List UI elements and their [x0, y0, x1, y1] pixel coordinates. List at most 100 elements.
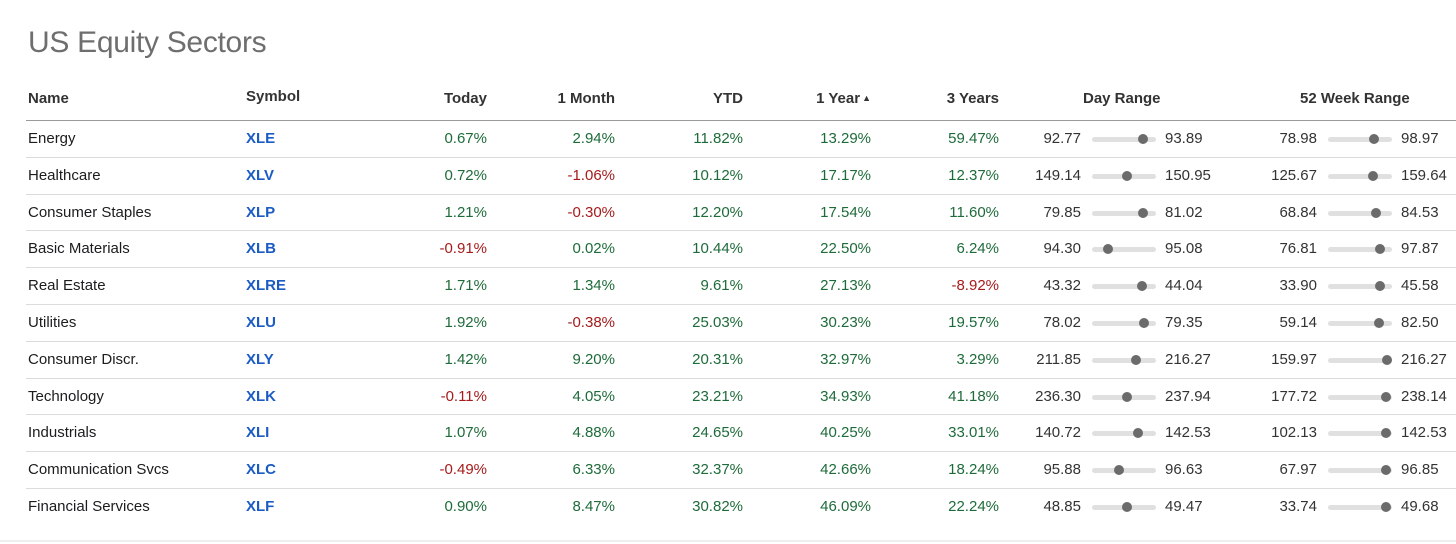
week52-range-low: 33.90 — [1279, 277, 1317, 295]
day-range-marker — [1136, 281, 1147, 292]
table-row[interactable]: Communication Svcs XLC -0.49% 6.33% 32.3… — [26, 452, 1456, 489]
column-header-ytd[interactable]: YTD — [713, 90, 743, 107]
one-month-change: 0.02% — [572, 240, 615, 258]
one-month-change: -1.06% — [567, 166, 615, 184]
today-change: 1.42% — [444, 350, 487, 368]
three-years-change: 41.18% — [948, 387, 999, 405]
ytd-change: 10.44% — [692, 240, 743, 258]
today-change: -0.49% — [439, 461, 487, 479]
column-header-52-week-range[interactable]: 52 Week Range — [1300, 90, 1410, 107]
table-row[interactable]: Basic Materials XLB -0.91% 0.02% 10.44% … — [26, 231, 1456, 269]
day-range-bar — [1092, 317, 1156, 328]
ytd-change: 11.82% — [693, 130, 743, 147]
day-range-marker — [1122, 170, 1133, 181]
week52-range-high: 159.64 — [1401, 166, 1447, 184]
ytd-change: 24.65% — [692, 424, 743, 442]
three-years-change: 33.01% — [948, 424, 999, 442]
symbol-link[interactable]: XLI — [246, 424, 270, 442]
one-month-change: -0.38% — [567, 313, 615, 331]
symbol-link[interactable]: XLF — [246, 497, 275, 515]
week52-range-high: 216.27 — [1401, 350, 1447, 368]
three-years-change: 18.24% — [948, 461, 999, 479]
week52-range-bar — [1328, 317, 1392, 328]
column-header-1-month[interactable]: 1 Month — [557, 90, 616, 107]
symbol-link[interactable]: XLK — [246, 387, 276, 405]
column-header-name[interactable]: Name — [28, 90, 69, 107]
day-range-high: 237.94 — [1165, 387, 1211, 405]
symbol-link[interactable]: XLRE — [246, 277, 287, 295]
day-range-bar — [1092, 354, 1156, 365]
week52-range-bar — [1328, 134, 1392, 144]
sector-name: Consumer Discr. — [28, 350, 139, 368]
three-years-change: 3.29% — [956, 350, 999, 368]
day-range-low: 94.30 — [1043, 240, 1081, 258]
table-row[interactable]: Energy XLE 0.67% 2.94% 11.82% 13.29% 59.… — [26, 121, 1456, 158]
table-row[interactable]: Consumer Staples XLP 1.21% -0.30% 12.20%… — [26, 195, 1456, 232]
table-row[interactable]: Technology XLK -0.11% 4.05% 23.21% 34.93… — [26, 379, 1456, 416]
symbol-link[interactable]: XLB — [246, 240, 276, 258]
day-range-marker — [1138, 134, 1149, 144]
symbol-link[interactable]: XLV — [246, 166, 275, 184]
table-row[interactable]: Healthcare XLV 0.72% -1.06% 10.12% 17.17… — [26, 158, 1456, 195]
one-month-change: 4.88% — [572, 424, 615, 442]
week52-range-bar — [1328, 391, 1392, 402]
week52-range-high: 97.87 — [1401, 240, 1439, 258]
day-range-low: 48.85 — [1043, 497, 1081, 515]
week52-range-low: 59.14 — [1279, 313, 1317, 331]
symbol-link[interactable]: XLP — [246, 203, 276, 221]
day-range-high: 142.53 — [1165, 424, 1211, 442]
column-header-day-range[interactable]: Day Range — [1083, 90, 1161, 107]
ytd-change: 12.20% — [692, 203, 743, 221]
day-range-high: 95.08 — [1165, 240, 1203, 258]
week52-range-marker — [1380, 501, 1391, 512]
symbol-link[interactable]: XLE — [246, 130, 276, 147]
one-year-change: 32.97% — [820, 350, 871, 368]
week52-range-high: 49.68 — [1401, 497, 1439, 515]
one-month-change: 4.05% — [572, 387, 615, 405]
week52-range-low: 76.81 — [1279, 240, 1317, 258]
week52-range-marker — [1380, 428, 1391, 439]
table-row[interactable]: Industrials XLI 1.07% 4.88% 24.65% 40.25… — [26, 415, 1456, 453]
week52-range-low: 67.97 — [1279, 461, 1317, 479]
day-range-bar — [1092, 391, 1156, 402]
sector-name: Real Estate — [28, 277, 106, 295]
day-range-low: 92.77 — [1043, 130, 1081, 147]
one-year-change: 40.25% — [820, 424, 871, 442]
symbol-link[interactable]: XLU — [246, 313, 276, 331]
week52-range-low: 159.97 — [1271, 350, 1317, 368]
table-row[interactable]: Financial Services XLF 0.90% 8.47% 30.82… — [26, 489, 1456, 525]
day-range-high: 96.63 — [1165, 461, 1203, 479]
sector-name: Technology — [28, 387, 104, 405]
day-range-low: 79.85 — [1043, 203, 1081, 221]
ytd-change: 9.61% — [700, 277, 743, 295]
week52-range-bar — [1328, 501, 1392, 512]
column-header-1-year-label: 1 Year — [816, 90, 861, 107]
today-change: -0.11% — [440, 387, 487, 405]
column-header-1-year[interactable]: 1 Year ▲ — [770, 90, 871, 107]
day-range-bar — [1092, 170, 1156, 181]
week52-range-low: 125.67 — [1271, 166, 1317, 184]
day-range-low: 140.72 — [1035, 424, 1081, 442]
column-header-3-years[interactable]: 3 Years — [946, 90, 999, 107]
one-year-change: 34.93% — [820, 387, 871, 405]
table-row[interactable]: Consumer Discr. XLY 1.42% 9.20% 20.31% 3… — [26, 342, 1456, 379]
column-header-today[interactable]: Today — [443, 90, 487, 107]
day-range-high: 81.02 — [1165, 203, 1203, 221]
day-range-high: 49.47 — [1165, 497, 1203, 515]
week52-range-high: 98.97 — [1401, 130, 1439, 147]
day-range-bar — [1092, 244, 1156, 255]
day-range-high: 150.95 — [1165, 166, 1211, 184]
table-row[interactable]: Utilities XLU 1.92% -0.38% 25.03% 30.23%… — [26, 305, 1456, 342]
table-body: Energy XLE 0.67% 2.94% 11.82% 13.29% 59.… — [26, 121, 1456, 525]
week52-range-low: 78.98 — [1279, 130, 1317, 147]
week52-range-marker — [1381, 354, 1392, 365]
week52-range-marker — [1374, 317, 1385, 328]
symbol-link[interactable]: XLC — [246, 461, 276, 479]
one-year-change: 22.50% — [820, 240, 871, 258]
sort-ascending-icon: ▲ — [862, 93, 871, 103]
table-row[interactable]: Real Estate XLRE 1.71% 1.34% 9.61% 27.13… — [26, 268, 1456, 305]
one-month-change: 8.47% — [572, 497, 615, 515]
symbol-link[interactable]: XLY — [246, 350, 274, 368]
divider — [0, 540, 1456, 542]
column-header-symbol[interactable]: Symbol — [246, 88, 301, 105]
